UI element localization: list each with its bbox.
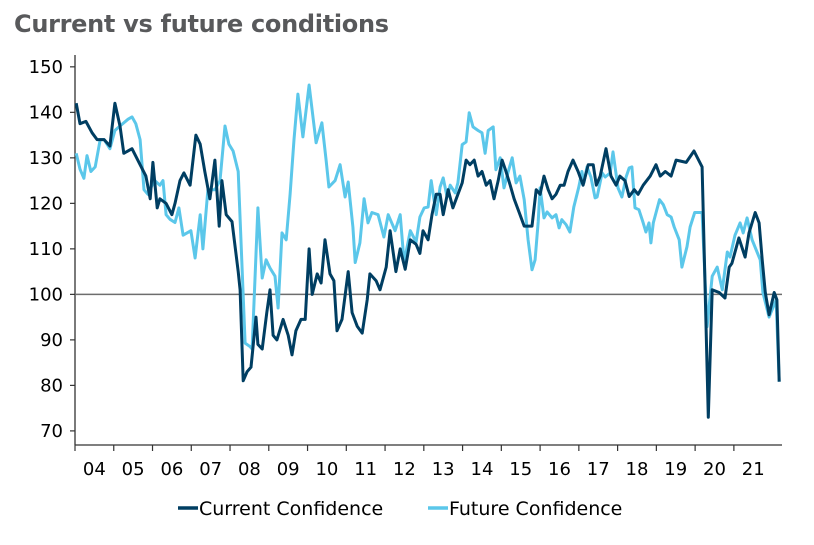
x-tick-label: 19	[664, 459, 687, 480]
legend-label: Current Confidence	[199, 498, 383, 520]
y-tick-label: 70	[40, 421, 63, 442]
x-tick-label: 08	[238, 459, 261, 480]
x-tick-label: 17	[587, 459, 610, 480]
x-tick-label: 11	[354, 459, 377, 480]
x-tick-label: 14	[471, 459, 494, 480]
y-tick-label: 100	[29, 284, 63, 305]
x-tick-label: 21	[742, 459, 765, 480]
y-tick-label: 140	[29, 102, 63, 123]
x-tick-label: 09	[277, 459, 300, 480]
series-line-current-confidence	[74, 101, 781, 419]
x-tick-label: 16	[548, 459, 571, 480]
y-tick-label: 120	[29, 193, 63, 214]
chart-title: Current vs future conditions	[14, 10, 389, 38]
y-tick-label: 110	[29, 239, 63, 260]
x-tick-label: 10	[315, 459, 338, 480]
x-tick-label: 13	[432, 459, 455, 480]
x-tick-label: 15	[509, 459, 532, 480]
y-tick-label: 150	[29, 57, 63, 78]
x-tick-label: 07	[199, 459, 222, 480]
x-tick-label: 05	[122, 459, 145, 480]
x-tick-label: 12	[393, 459, 416, 480]
y-tick-label: 130	[29, 148, 63, 169]
y-tick-label: 80	[40, 375, 63, 396]
x-tick-label: 04	[83, 459, 106, 480]
x-tick-label: 06	[160, 459, 183, 480]
x-tick-label: 18	[626, 459, 649, 480]
y-tick-label: 90	[40, 330, 63, 351]
legend-label: Future Confidence	[449, 498, 622, 520]
x-tick-label: 20	[703, 459, 726, 480]
